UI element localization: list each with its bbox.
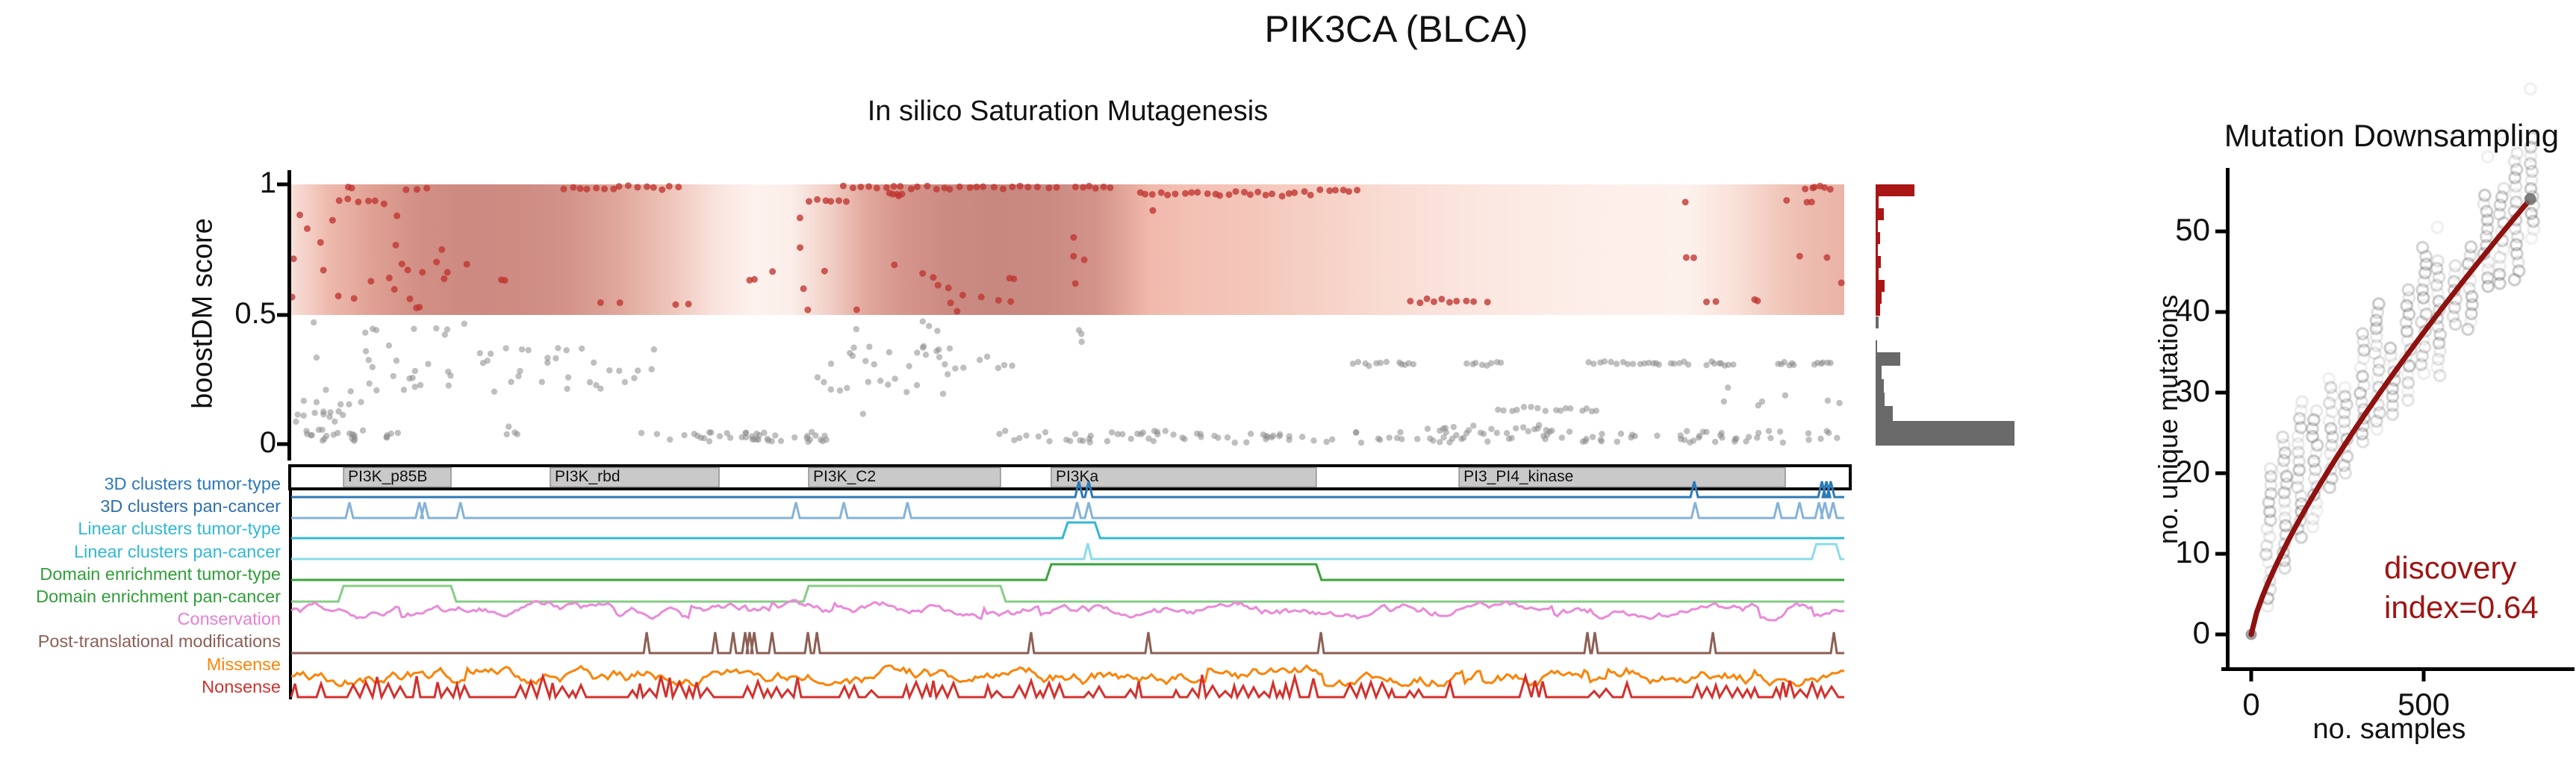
discovery-line2: index=0.64	[2384, 589, 2539, 625]
downsampling-ytick-30: 30	[2175, 373, 2210, 408]
track-line-3	[291, 521, 1844, 540]
downsampling-y-axis-label: no. unique mutations	[2153, 294, 2183, 545]
track-line-1	[291, 481, 1844, 499]
domain-label-PI3K_C2: PI3K_C2	[813, 468, 877, 485]
domain-label-PI3Ka: PI3Ka	[1055, 468, 1099, 485]
page-title: PIK3CA (BLCA)	[1264, 8, 1528, 50]
domain-segment-PI3K_C2	[808, 466, 1001, 488]
downsampling-ytick-0: 0	[2192, 615, 2210, 650]
track-label-10: Nonsense	[202, 676, 281, 696]
track-line-4	[291, 543, 1844, 561]
discovery-line1: discovery	[2384, 550, 2517, 585]
main-ytick-1: 1	[259, 166, 276, 199]
track-label-7: Conservation	[177, 609, 281, 629]
domain-label-PI3K_rbd: PI3K_rbd	[554, 468, 620, 485]
track-line-2	[291, 502, 1844, 519]
score-histogram	[1876, 184, 2015, 446]
track-line-10	[290, 672, 1844, 702]
downsampling-ytick-10: 10	[2175, 534, 2210, 569]
domain-label-PI3_PI4_kinase: PI3_PI4_kinase	[1463, 468, 1574, 485]
downsampling-final-point	[2524, 193, 2536, 205]
passenger-dots	[293, 318, 1843, 446]
downsampling-xtick-500: 500	[2397, 687, 2451, 722]
domain-segment-PI3K_rbd	[550, 466, 720, 488]
domain-segment-PI3_PI4_kinase	[1458, 466, 1786, 488]
downsampling-y-axis-spine	[2226, 168, 2230, 670]
track-line-6	[291, 584, 1844, 603]
downsampling-ytick-20: 20	[2175, 454, 2210, 489]
driver-gradient-band	[291, 184, 1844, 315]
track-label-1: 3D clusters tumor-type	[104, 474, 281, 493]
main-ytick-0: 0	[259, 426, 276, 459]
track-label-4: Linear clusters pan-cancer	[74, 541, 281, 561]
driver-dots	[288, 182, 1845, 315]
track-line-7	[290, 599, 1845, 622]
tracks-axis-spine	[289, 489, 292, 699]
discovery-index-annotation: discovery index=0.64	[2384, 549, 2539, 627]
track-line-9	[290, 664, 1845, 688]
main-plot-title: In silico Saturation Mutagenesis	[867, 96, 1269, 127]
main-ytick-0.5: 0.5	[234, 297, 276, 330]
track-line-8	[291, 631, 1844, 655]
track-label-3: Linear clusters tumor-type	[78, 519, 281, 539]
downsampling-ytick-40: 40	[2175, 293, 2210, 328]
downsampling-x-axis-spine	[2221, 667, 2575, 671]
track-label-8: Post-translational modifications	[37, 631, 281, 652]
downsampling-x-axis-label: no. samples	[2312, 714, 2466, 745]
domain-label-PI3K_p85B: PI3K_p85B	[348, 468, 428, 485]
domain-segment-PI3Ka	[1051, 466, 1317, 488]
downsampling-trend-curve	[2248, 200, 2530, 637]
track-label-6: Domain enrichment pan-cancer	[36, 587, 281, 606]
domain-segment-PI3K_p85B	[343, 466, 452, 488]
downsampling-ytick-50: 50	[2175, 212, 2210, 247]
track-label-9: Missense	[206, 654, 281, 674]
track-line-5	[291, 563, 1844, 581]
downsampling-dot-columns	[2259, 82, 2541, 614]
downsampling-title: Mutation Downsampling	[2224, 118, 2560, 153]
downsampling-xtick-0: 0	[2242, 687, 2260, 722]
track-label-5: Domain enrichment tumor-type	[40, 564, 281, 584]
track-label-2: 3D clusters pan-cancer	[100, 496, 281, 516]
